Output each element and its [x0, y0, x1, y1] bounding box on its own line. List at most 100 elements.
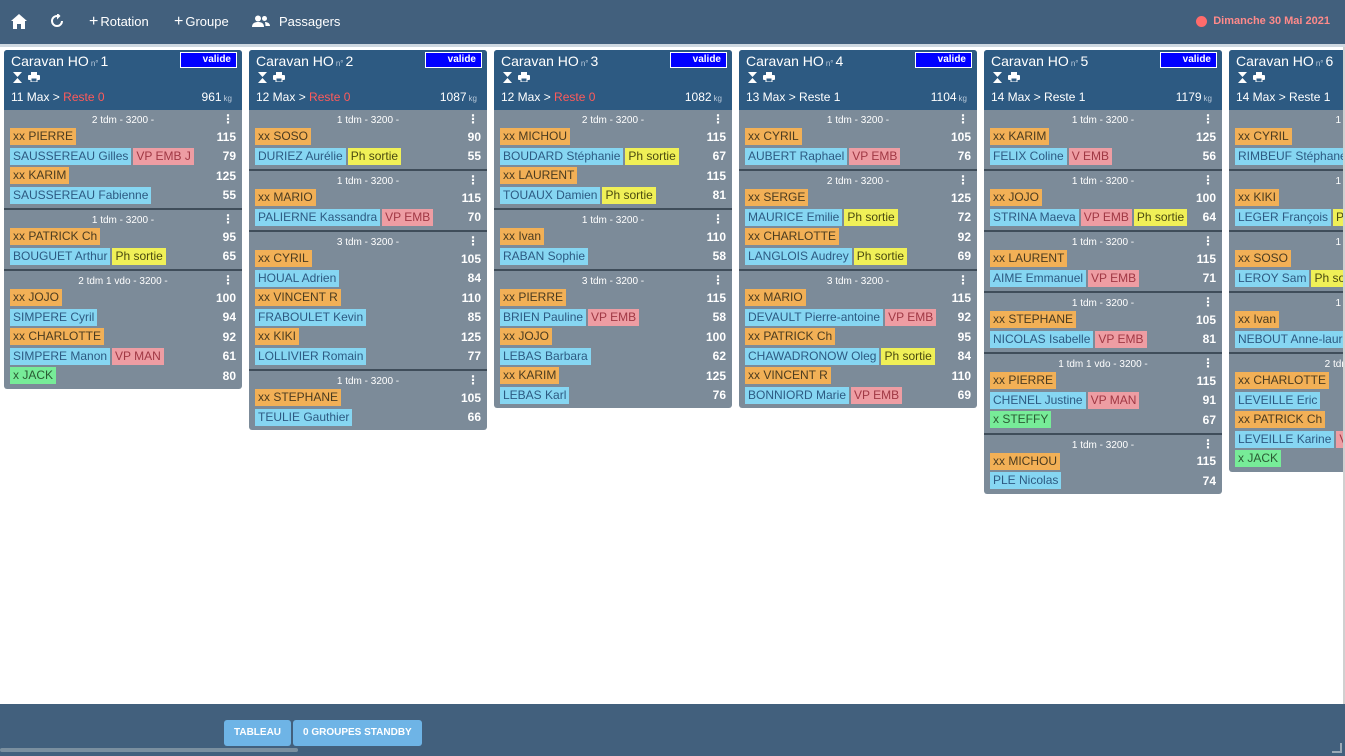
passenger-tag[interactable]: xx KARIM — [990, 128, 1050, 146]
passenger-row[interactable]: STRINA Maeva VP EMB Ph sortie 64 — [990, 208, 1216, 228]
passenger-tag[interactable]: LEVEILLE Karine — [1235, 430, 1335, 448]
more-options-icon[interactable]: ⋮ — [957, 173, 969, 187]
passenger-tag[interactable]: PLE Nicolas — [990, 472, 1062, 490]
passenger-row[interactable]: LEGER FrançoisPh — [1235, 208, 1345, 228]
passenger-row[interactable]: RIMBEUF Stéphane — [1235, 147, 1345, 167]
print-icon[interactable] — [1253, 72, 1265, 82]
passenger-group[interactable]: 2 tdm 1 vdo - 3200 - ⋮ xx JOJO 100 SIMPERE C… — [4, 271, 242, 389]
passenger-row[interactable]: x JACK 80 — [10, 366, 236, 386]
passenger-row[interactable]: CHAWADRONOW Oleg Ph sortie 84 — [745, 347, 971, 367]
passenger-tag[interactable]: LOLLIVIER Romain — [255, 347, 367, 365]
passenger-tag[interactable]: Ph sortie — [844, 208, 898, 226]
passenger-row[interactable]: xx CHARLOTTE 92 — [10, 327, 236, 347]
passenger-row[interactable]: DURIEZ Aurélie Ph sortie 55 — [255, 147, 481, 167]
passenger-tag[interactable]: STRINA Maeva — [990, 208, 1079, 226]
passenger-row[interactable]: HOUAL Adrien 84 — [255, 269, 481, 289]
collapse-icon[interactable] — [258, 72, 267, 83]
more-options-icon[interactable]: ⋮ — [467, 112, 479, 126]
passenger-tag[interactable]: xx PIERRE — [500, 289, 567, 307]
passenger-row[interactable]: xx STEPHANE 105 — [990, 310, 1216, 330]
passenger-row[interactable]: SAUSSEREAU Fabienne 55 — [10, 186, 236, 206]
more-options-icon[interactable]: ⋮ — [467, 234, 479, 248]
passenger-row[interactable]: xx MICHOU 115 — [990, 452, 1216, 472]
passenger-tag[interactable]: xx KIKI — [255, 328, 300, 346]
passenger-row[interactable]: xx CYRIL 105 — [255, 249, 481, 269]
more-options-icon[interactable]: ⋮ — [467, 373, 479, 387]
passenger-row[interactable]: xx MARIO 115 — [745, 288, 971, 308]
valide-button[interactable]: valide — [1160, 52, 1217, 68]
passenger-row[interactable]: LOLLIVIER Romain 77 — [255, 347, 481, 367]
passenger-tag[interactable]: xx MARIO — [255, 189, 316, 207]
passenger-row[interactable]: xx LAURENT 115 — [500, 166, 726, 186]
passenger-tag[interactable]: xx CYRIL — [255, 250, 312, 268]
more-options-icon[interactable]: ⋮ — [222, 112, 234, 126]
passenger-tag[interactable]: xx KIKI — [1235, 189, 1280, 207]
passenger-tag[interactable]: xx JOJO — [10, 289, 63, 307]
passenger-row[interactable]: xx CHARLOTTE 92 — [745, 227, 971, 247]
passenger-tag[interactable]: xx CHARLOTTE — [1235, 372, 1330, 390]
passenger-tag[interactable]: FELIX Coline — [990, 147, 1067, 165]
passenger-tag[interactable]: FRABOULET Kevin — [255, 308, 367, 326]
passenger-row[interactable]: BRIEN Pauline VP EMB 58 — [500, 308, 726, 328]
passenger-tag[interactable]: AUBERT Raphael — [745, 147, 848, 165]
passenger-group[interactable]: 1 tdm - 3200 - ⋮ xx JOJO 100 STRINA Maeva VP … — [984, 171, 1222, 232]
print-icon[interactable] — [28, 72, 40, 82]
passenger-row[interactable]: xx SERGE 125 — [745, 188, 971, 208]
passenger-tag[interactable]: SIMPERE Manon — [10, 347, 111, 365]
passenger-tag[interactable]: LEVEILLE Eric — [1235, 391, 1321, 409]
passenger-row[interactable]: xx PATRICK Ch — [1235, 410, 1345, 430]
passenger-tag[interactable]: CHAWADRONOW Oleg — [745, 347, 880, 365]
passenger-row[interactable]: xx KARIM 125 — [990, 127, 1216, 147]
passenger-tag[interactable]: PALIERNE Kassandra — [255, 208, 381, 226]
passenger-row[interactable]: xx CHARLOTTE — [1235, 371, 1345, 391]
horizontal-scrollbar[interactable] — [0, 748, 298, 752]
passenger-tag[interactable]: xx Ivan — [500, 228, 545, 246]
passenger-row[interactable]: xx PIERRE 115 — [990, 371, 1216, 391]
passenger-row[interactable]: xx SOSO 90 — [255, 127, 481, 147]
passenger-tag[interactable]: Ph — [1333, 208, 1345, 226]
print-icon[interactable] — [518, 72, 530, 82]
passenger-tag[interactable]: xx PIERRE — [10, 128, 77, 146]
passenger-tag[interactable]: xx MICHOU — [990, 452, 1060, 470]
passenger-group[interactable]: 1 tdm - 3200 - ⋮ xx SOSO 90 DURIEZ Aurélie Ph… — [249, 110, 487, 171]
passenger-tag[interactable]: xx VINCENT R — [255, 289, 341, 307]
collapse-icon[interactable] — [13, 72, 22, 83]
refresh-button[interactable] — [50, 14, 64, 28]
passenger-tag[interactable]: xx PATRICK Ch — [10, 228, 101, 246]
passenger-row[interactable]: xx KARIM 125 — [10, 166, 236, 186]
passenger-tag[interactable]: xx PATRICK Ch — [1235, 411, 1326, 429]
passenger-tag[interactable]: xx STEPHANE — [255, 389, 342, 407]
print-icon[interactable] — [273, 72, 285, 82]
passenger-tag[interactable]: VP MAN — [112, 347, 164, 365]
passenger-row[interactable]: BOUGUET Arthur Ph sortie 65 — [10, 247, 236, 267]
passenger-row[interactable]: LEBAS Barbara 62 — [500, 347, 726, 367]
passenger-tag[interactable]: NICOLAS Isabelle — [990, 330, 1094, 348]
passenger-row[interactable]: PLE Nicolas 74 — [990, 471, 1216, 491]
passenger-tag[interactable]: SIMPERE Cyril — [10, 308, 98, 326]
passenger-row[interactable]: LANGLOIS Audrey Ph sortie 69 — [745, 247, 971, 267]
passenger-tag[interactable]: V EMB — [1068, 147, 1113, 165]
passenger-tag[interactable]: xx CHARLOTTE — [745, 228, 840, 246]
print-icon[interactable] — [763, 72, 775, 82]
passenger-tag[interactable]: x JACK — [1235, 450, 1282, 468]
passenger-row[interactable]: xx JOJO 100 — [10, 288, 236, 308]
groupes-standby-button[interactable]: 0 GROUPES STANDBY — [293, 720, 422, 746]
more-options-icon[interactable]: ⋮ — [222, 212, 234, 226]
valide-button[interactable]: valide — [915, 52, 972, 68]
add-groupe-button[interactable]: + Groupe — [174, 13, 229, 29]
collapse-icon[interactable] — [993, 72, 1002, 83]
passenger-row[interactable]: xx PIERRE 115 — [500, 288, 726, 308]
passenger-tag[interactable]: AIME Emmanuel — [990, 269, 1087, 287]
passenger-tag[interactable]: HOUAL Adrien — [255, 269, 340, 287]
passenger-row[interactable]: xx LAURENT 115 — [990, 249, 1216, 269]
passenger-tag[interactable]: LEGER François — [1235, 208, 1332, 226]
tableau-button[interactable]: TABLEAU — [224, 720, 292, 746]
passenger-row[interactable]: x STEFFY 67 — [990, 410, 1216, 430]
passenger-tag[interactable]: xx STEPHANE — [990, 311, 1077, 329]
passenger-row[interactable]: SIMPERE Cyril 94 — [10, 308, 236, 328]
passenger-tag[interactable]: xx PIERRE — [990, 372, 1057, 390]
passenger-group[interactable]: 1 tdm - 3200 - ⋮ xx PATRICK Ch 95 BOUGUET Ar… — [4, 210, 242, 271]
passenger-row[interactable]: xx CYRIL 105 — [745, 127, 971, 147]
passenger-tag[interactable]: DURIEZ Aurélie — [255, 147, 346, 165]
